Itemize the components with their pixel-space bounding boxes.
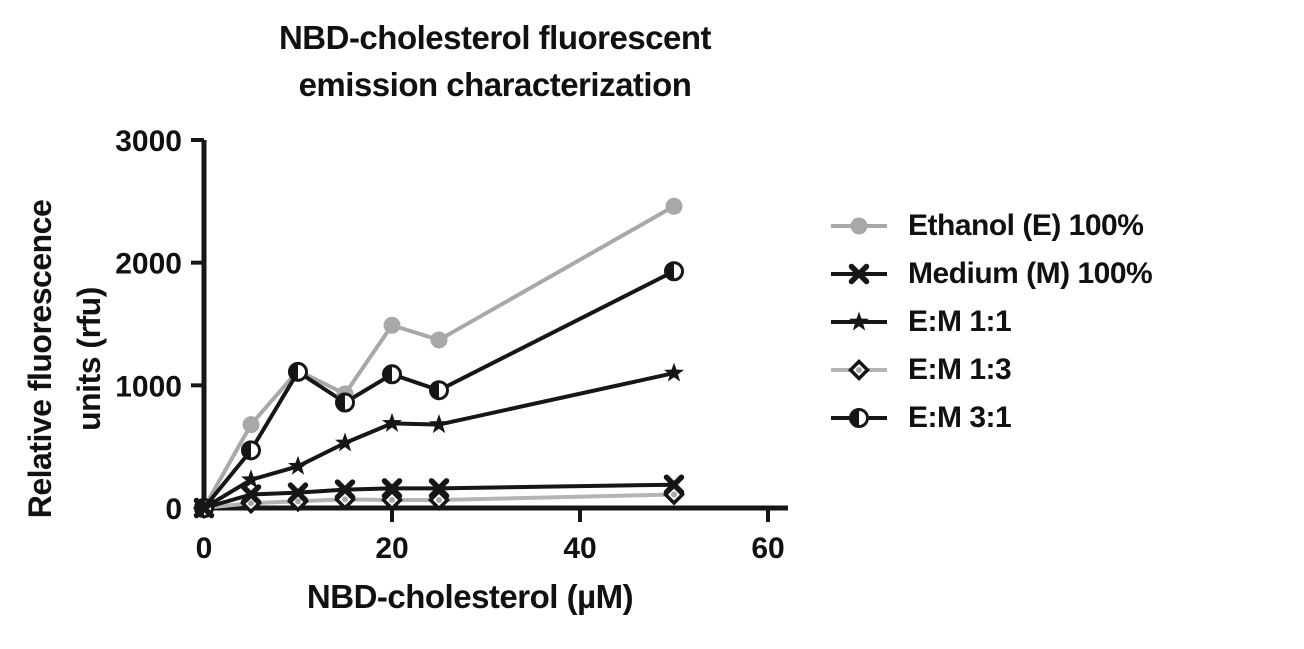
series-markers — [194, 261, 684, 518]
x-marker-icon — [663, 474, 685, 495]
x-marker-icon — [848, 263, 870, 285]
chart-title-line1: NBD-cholesterol fluorescent — [278, 19, 712, 56]
star-marker-icon — [831, 311, 887, 331]
x-marker-icon — [240, 484, 262, 505]
circle-marker-icon — [242, 416, 260, 434]
x-marker-icon — [428, 478, 450, 499]
diamond-marker-icon — [831, 359, 887, 381]
x-marker-icon — [193, 497, 215, 519]
circle-marker-icon — [831, 217, 887, 235]
x-tick-label: 20 — [375, 532, 408, 565]
star-marker-icon — [288, 455, 308, 475]
chart-title-line2: emission characterization — [298, 66, 692, 103]
circle-marker-icon — [430, 331, 448, 349]
legend-label: E:M 3:1 — [908, 401, 1012, 434]
x-tick-label: 40 — [563, 532, 596, 565]
y-tick-label: 2000 — [115, 248, 182, 281]
star-marker-icon — [382, 412, 402, 432]
circle-marker-icon — [665, 197, 683, 215]
legend-item-medium: Medium (M) 100% — [828, 250, 1153, 298]
legend-item-em-1-1: E:M 1:1 — [828, 298, 1152, 346]
legend-item-ethanol: Ethanol (E) 100% — [828, 202, 1152, 250]
y-tick-label: 1000 — [115, 370, 182, 403]
halfcircle-marker-icon — [382, 364, 402, 385]
x-marker-icon — [831, 263, 887, 285]
x-axis-label: NBD-cholesterol (µM) — [306, 578, 634, 615]
x-marker-icon — [287, 482, 309, 503]
diamond-marker-icon — [848, 359, 870, 381]
halfcircle-marker-icon — [288, 361, 308, 382]
half-circle-marker-icon — [831, 408, 887, 428]
legend-label: E:M 1:1 — [908, 305, 1012, 338]
star-marker-icon — [335, 432, 355, 452]
series-line — [202, 204, 675, 509]
y-tick-label: 3000 — [115, 125, 182, 158]
halfcircle-marker-icon — [849, 408, 869, 428]
circle-marker-icon — [850, 217, 868, 235]
halfcircle-marker-icon — [241, 440, 261, 461]
star-marker-icon — [849, 311, 869, 331]
legend-label: Ethanol (E) 100% — [908, 209, 1144, 242]
legend-item-em-3-1: E:M 3:1 — [828, 394, 1152, 442]
halfcircle-marker-icon — [335, 392, 355, 413]
legend: Ethanol (E) 100% Medium (M) 100% E:M 1:1… — [828, 202, 1153, 442]
y-tick-label: 0 — [165, 493, 182, 526]
chart-title: NBD-cholesterol fluorescent emission cha… — [175, 14, 815, 108]
circle-marker-icon — [383, 316, 401, 334]
x-marker-icon — [334, 479, 356, 500]
series-markers — [195, 197, 683, 517]
x-tick-label: 60 — [751, 532, 784, 565]
x-marker-icon — [381, 478, 403, 499]
legend-label: E:M 1:3 — [908, 353, 1012, 386]
star-marker-icon — [429, 414, 449, 434]
star-marker-icon — [664, 362, 684, 382]
axes: 0 1000 2000 3000 0 20 40 60 — [115, 125, 788, 565]
series-markers — [193, 474, 685, 519]
halfcircle-marker-icon — [664, 261, 684, 282]
legend-label: Medium (M) 100% — [908, 257, 1153, 290]
legend-item-em-1-3: E:M 1:3 — [828, 346, 1152, 394]
x-tick-label: 0 — [196, 532, 213, 565]
halfcircle-marker-icon — [429, 380, 449, 401]
star-marker-icon — [241, 469, 261, 489]
